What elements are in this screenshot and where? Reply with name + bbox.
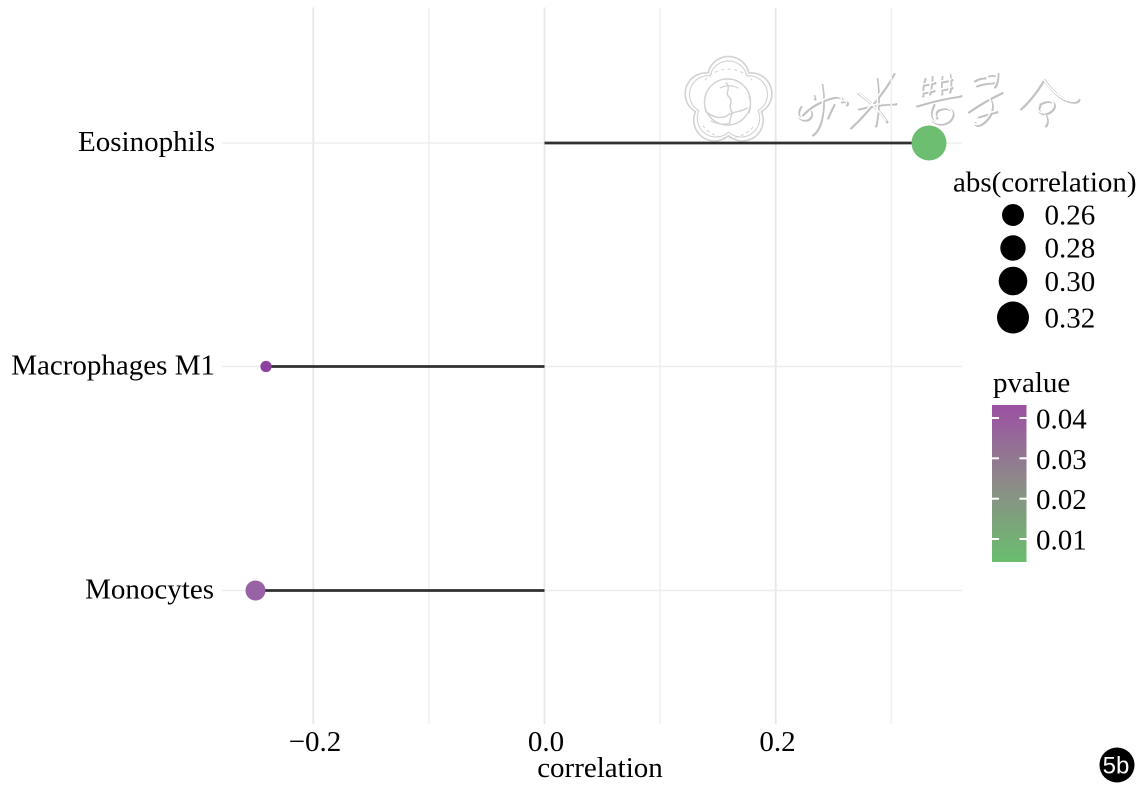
svg-text:0.01: 0.01 xyxy=(1036,524,1087,556)
svg-text:pvalue: pvalue xyxy=(993,367,1070,399)
svg-text:0.28: 0.28 xyxy=(1045,233,1096,265)
svg-text:Macrophages M1: Macrophages M1 xyxy=(11,350,215,382)
svg-text:0.04: 0.04 xyxy=(1036,404,1087,436)
svg-text:−0.2: −0.2 xyxy=(289,726,342,758)
svg-text:0.32: 0.32 xyxy=(1045,303,1096,335)
svg-text:0.0: 0.0 xyxy=(528,726,564,758)
svg-text:Eosinophils: Eosinophils xyxy=(78,126,215,158)
svg-text:5b: 5b xyxy=(1103,753,1130,780)
svg-text:0.2: 0.2 xyxy=(759,726,795,758)
svg-text:0.02: 0.02 xyxy=(1036,484,1087,516)
svg-text:0.26: 0.26 xyxy=(1045,200,1096,232)
svg-text:correlation: correlation xyxy=(537,752,663,784)
svg-text:Monocytes: Monocytes xyxy=(85,574,214,606)
svg-text:abs(correlation): abs(correlation) xyxy=(953,167,1137,199)
svg-text:0.03: 0.03 xyxy=(1036,444,1087,476)
svg-text:0.30: 0.30 xyxy=(1045,266,1096,298)
